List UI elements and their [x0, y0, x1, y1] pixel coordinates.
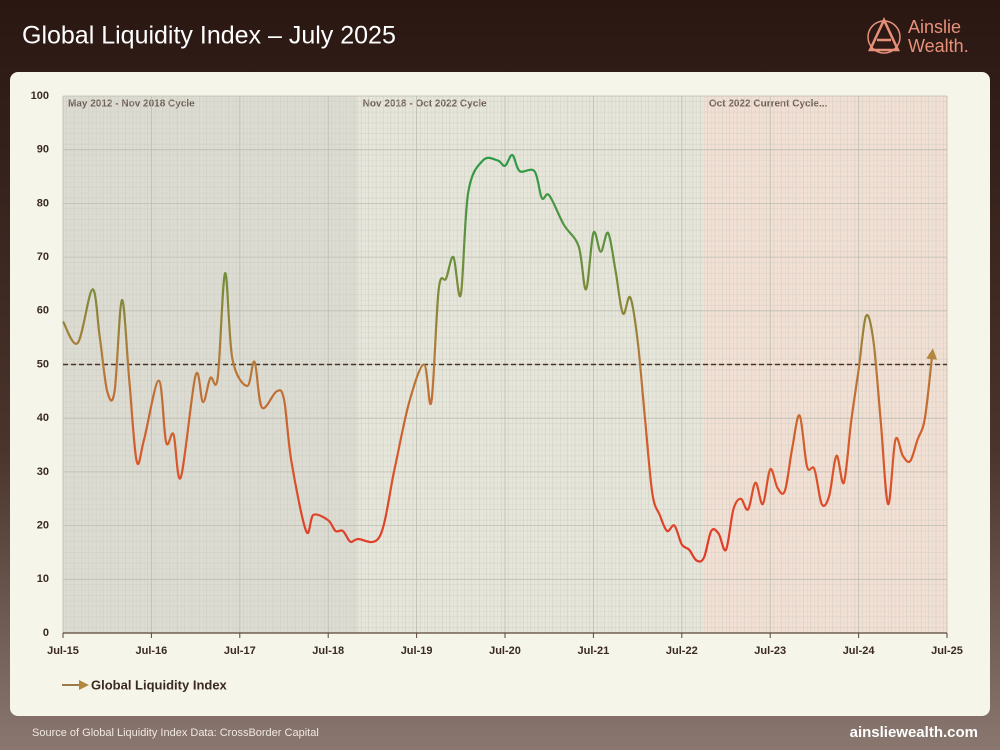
x-tick-label: Jul-18: [312, 645, 344, 657]
x-tick-label: Jul-17: [224, 645, 256, 657]
chart: May 2012 - Nov 2018 CycleNov 2018 - Oct …: [31, 90, 963, 657]
x-tick-label: Jul-16: [136, 645, 168, 657]
legend: Global Liquidity Index: [62, 677, 228, 692]
site-link: ainsliewealth.com: [850, 724, 978, 741]
index-line: [62, 153, 938, 563]
y-tick-label: 10: [37, 573, 49, 585]
x-tick-label: Jul-15: [47, 645, 79, 657]
y-tick-label: 80: [37, 197, 49, 209]
y-tick-label: 40: [37, 412, 49, 424]
y-tick-label: 20: [37, 520, 49, 532]
x-tick-label: Jul-24: [843, 645, 876, 657]
logo: Ainslie Wealth.: [867, 17, 969, 56]
y-tick-label: 100: [31, 90, 49, 102]
page-title: Global Liquidity Index – July 2025: [22, 22, 396, 50]
x-tick-label: Jul-23: [754, 645, 786, 657]
y-tick-label: 30: [37, 466, 49, 478]
logo-ring: [867, 20, 901, 54]
y-tick-label: 0: [43, 627, 49, 639]
logo-text: Ainslie: [908, 17, 961, 37]
x-tick-label: Jul-25: [931, 645, 963, 657]
logo-icon: [868, 17, 900, 52]
logo-text: Wealth.: [908, 36, 969, 56]
source-note: Source of Global Liquidity Index Data: C…: [32, 727, 319, 739]
x-tick-label: Jul-20: [489, 645, 521, 657]
y-tick-label: 50: [37, 358, 49, 370]
x-tick-label: Jul-19: [401, 645, 433, 657]
x-tick-label: Jul-22: [666, 645, 698, 657]
y-tick-label: 90: [37, 144, 49, 156]
y-tick-label: 70: [37, 251, 49, 263]
x-tick-label: Jul-21: [578, 645, 610, 657]
legend-label: Global Liquidity Index: [91, 677, 228, 692]
y-tick-label: 60: [37, 305, 49, 317]
